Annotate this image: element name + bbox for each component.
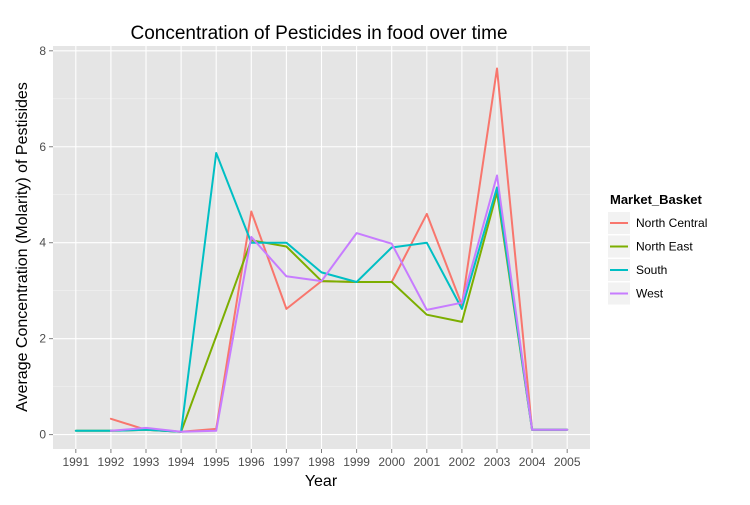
x-tick-label: 2004 <box>519 455 546 469</box>
y-tick-label: 2 <box>39 332 46 346</box>
series-lines <box>74 67 569 433</box>
legend-label-north-central: North Central <box>636 216 707 230</box>
x-tick-label: 2005 <box>554 455 581 469</box>
x-tick-label: 2002 <box>449 455 476 469</box>
chart-title: Concentration of Pesticides in food over… <box>130 23 507 44</box>
y-axis: 0 2 4 6 8 <box>39 44 53 442</box>
legend-label-south: South <box>636 263 667 277</box>
y-tick-label: 0 <box>39 428 46 442</box>
x-tick-label: 1991 <box>62 455 89 469</box>
x-tick-label: 1999 <box>343 455 370 469</box>
x-tick-label: 2003 <box>484 455 511 469</box>
x-axis-title: Year <box>305 473 338 490</box>
legend-items: North Central North East South West <box>608 212 707 305</box>
y-axis-title: Average Concentration (Molarity) of Pest… <box>14 82 31 412</box>
legend-title: Market_Basket <box>610 192 702 207</box>
x-tick-label: 1994 <box>168 455 195 469</box>
series-line-south <box>74 152 569 433</box>
legend-label-west: West <box>636 287 664 301</box>
series-line-west <box>109 174 569 433</box>
legend-label-north-east: North East <box>636 240 693 254</box>
y-tick-label: 4 <box>39 236 46 250</box>
y-tick-label: 6 <box>39 140 46 154</box>
x-tick-label: 1996 <box>238 455 265 469</box>
x-axis: 1991 1992 1993 1994 1995 1996 1997 1998 1999 2000… <box>62 449 581 469</box>
x-tick-label: 2001 <box>413 455 440 469</box>
x-tick-label: 1995 <box>203 455 230 469</box>
x-tick-label: 1993 <box>133 455 160 469</box>
x-tick-label: 1998 <box>308 455 335 469</box>
x-tick-label: 1992 <box>98 455 125 469</box>
x-tick-label: 1997 <box>273 455 300 469</box>
x-tick-label: 2000 <box>378 455 405 469</box>
y-tick-label: 8 <box>39 44 46 58</box>
legend: Market_Basket North Central North East Sou… <box>608 192 707 305</box>
